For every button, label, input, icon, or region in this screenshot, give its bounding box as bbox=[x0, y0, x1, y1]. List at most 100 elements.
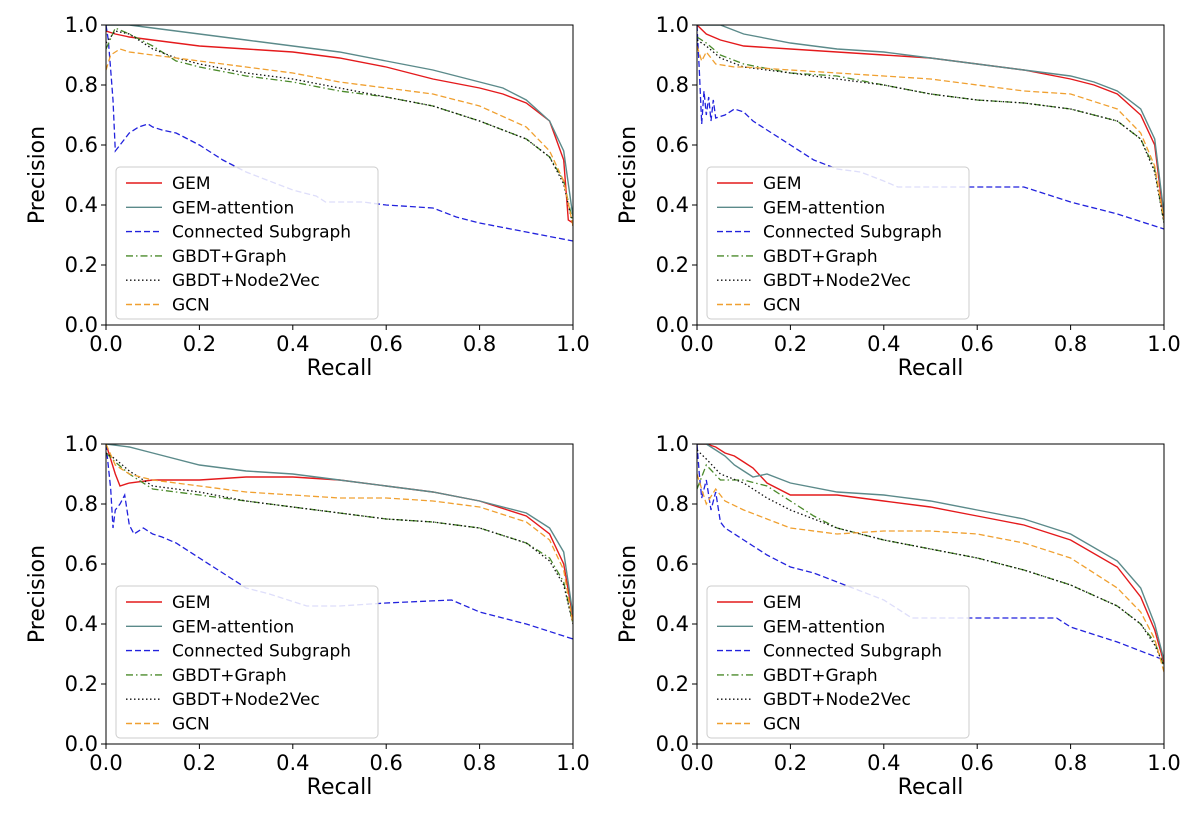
series-line-gcn bbox=[697, 45, 1164, 221]
series-line-gem-attention bbox=[697, 444, 1164, 661]
plot-frame bbox=[105, 24, 574, 326]
series-line-gbdt-graph bbox=[697, 463, 1164, 667]
y-tick-label: 0.4 bbox=[656, 193, 689, 217]
legend-label: Connected Subgraph bbox=[172, 642, 351, 662]
legend-label: GEM-attention bbox=[172, 198, 294, 218]
chart-panel-3: 0.0 0.2 0.4 0.6 0.8 1.0 0.0 0.2 0.4 0.6 0.8 1.0 Reca… bbox=[25, 432, 590, 800]
y-tick-label: 0.2 bbox=[656, 672, 689, 696]
legend-label: GCN bbox=[763, 715, 801, 735]
y-tick-label: 0.6 bbox=[65, 133, 98, 157]
y-tick-label: 0.8 bbox=[65, 73, 98, 97]
y-axis-title: Precision bbox=[25, 126, 50, 224]
legend-label: GEM-attention bbox=[172, 617, 294, 637]
legend-label: Connected Subgraph bbox=[172, 223, 351, 243]
y-tick-label: 1.0 bbox=[65, 13, 98, 37]
series-line-gem-attention bbox=[106, 25, 573, 218]
x-tick-label: 1.0 bbox=[1147, 332, 1180, 356]
plot-frame bbox=[105, 443, 574, 745]
y-tick-label: 0.4 bbox=[65, 193, 98, 217]
y-axis-title: Precision bbox=[616, 126, 641, 224]
chart-panel-1: 0.0 0.2 0.4 0.6 0.8 1.0 0.0 0.2 0.4 0.6 0.8 1.0 Reca… bbox=[25, 13, 590, 381]
legend-label: GCN bbox=[172, 296, 210, 316]
y-axis-title: Precision bbox=[616, 545, 641, 643]
y-axis-title: Precision bbox=[25, 545, 50, 643]
legend-label: GCN bbox=[172, 715, 210, 735]
legend-label: GEM bbox=[763, 593, 802, 613]
y-tick-label: 0.6 bbox=[656, 552, 689, 576]
x-tick-label: 0.6 bbox=[960, 332, 993, 356]
x-tick-label: 0.2 bbox=[183, 332, 216, 356]
legend-label: GEM bbox=[172, 593, 211, 613]
x-tick-label: 0.0 bbox=[680, 332, 713, 356]
legend-label: GBDT+Node2Vec bbox=[172, 271, 320, 291]
legend-label: GBDT+Graph bbox=[172, 247, 287, 267]
x-tick-label: 1.0 bbox=[1147, 751, 1180, 775]
x-axis-title: Recall bbox=[307, 775, 373, 800]
legend-label: GBDT+Graph bbox=[172, 666, 287, 686]
series-line-connected-subgraph bbox=[106, 25, 573, 242]
x-tick-label: 0.4 bbox=[276, 332, 309, 356]
y-tick-label: 1.0 bbox=[65, 432, 98, 456]
series-line-gbdt-node2vec bbox=[697, 449, 1164, 667]
y-tick-label: 0.6 bbox=[656, 133, 689, 157]
series-line-gbdt-node2vec bbox=[106, 30, 573, 227]
legend-box bbox=[115, 166, 379, 320]
series-line-gem bbox=[697, 444, 1164, 664]
x-tick-label: 0.4 bbox=[867, 751, 900, 775]
series-line-connected-subgraph bbox=[697, 444, 1164, 661]
x-tick-label: 0.6 bbox=[369, 332, 402, 356]
series-line-gem-attention bbox=[106, 444, 573, 616]
x-axis-title: Recall bbox=[307, 356, 373, 381]
legend-label: GEM bbox=[172, 174, 211, 194]
x-tick-label: 0.0 bbox=[89, 751, 122, 775]
y-tick-label: 0.8 bbox=[656, 73, 689, 97]
y-tick-label: 0.2 bbox=[656, 253, 689, 277]
legend-box bbox=[706, 166, 970, 320]
series-line-gcn bbox=[106, 444, 573, 625]
series-line-gcn bbox=[106, 48, 573, 227]
x-axis-title: Recall bbox=[898, 775, 964, 800]
y-tick-label: 0.4 bbox=[656, 612, 689, 636]
x-tick-label: 0.8 bbox=[1054, 332, 1087, 356]
legend: GEM GEM-attention Connected Subgraph GBDT+G… bbox=[115, 166, 379, 320]
plot-frame bbox=[696, 443, 1165, 745]
legend-label: GBDT+Graph bbox=[763, 666, 878, 686]
y-tick-label: 0.0 bbox=[65, 732, 98, 756]
legend-label: Connected Subgraph bbox=[763, 223, 942, 243]
plot-frame bbox=[696, 24, 1165, 326]
y-tick-label: 0.8 bbox=[65, 492, 98, 516]
chart-panel-4: 0.0 0.2 0.4 0.6 0.8 1.0 0.0 0.2 0.4 0.6 0.8 1.0 Reca… bbox=[616, 432, 1181, 800]
x-tick-label: 0.8 bbox=[1054, 751, 1087, 775]
y-tick-label: 0.2 bbox=[65, 253, 98, 277]
x-tick-label: 0.2 bbox=[774, 332, 807, 356]
legend-label: Connected Subgraph bbox=[763, 642, 942, 662]
x-tick-label: 0.2 bbox=[774, 751, 807, 775]
legend: GEM GEM-attention Connected Subgraph GBDT+G… bbox=[706, 585, 970, 739]
y-tick-label: 1.0 bbox=[656, 13, 689, 37]
legend-label: GBDT+Node2Vec bbox=[763, 690, 911, 710]
x-tick-label: 0.0 bbox=[89, 332, 122, 356]
y-tick-label: 0.2 bbox=[65, 672, 98, 696]
x-axis-title: Recall bbox=[898, 356, 964, 381]
series-line-gem-attention bbox=[697, 25, 1164, 215]
legend: GEM GEM-attention Connected Subgraph GBDT+G… bbox=[706, 166, 970, 320]
y-tick-label: 0.6 bbox=[65, 552, 98, 576]
x-tick-label: 1.0 bbox=[556, 751, 589, 775]
y-tick-label: 0.0 bbox=[656, 313, 689, 337]
series-line-connected-subgraph bbox=[106, 444, 573, 640]
series-line-gbdt-node2vec bbox=[697, 39, 1164, 224]
x-tick-label: 0.6 bbox=[960, 751, 993, 775]
series-line-gbdt-graph bbox=[106, 452, 573, 625]
y-tick-label: 0.4 bbox=[65, 612, 98, 636]
y-tick-label: 0.8 bbox=[656, 492, 689, 516]
legend-box bbox=[706, 585, 970, 739]
x-tick-label: 0.8 bbox=[463, 332, 496, 356]
chart-panel-2: 0.0 0.2 0.4 0.6 0.8 1.0 0.0 0.2 0.4 0.6 0.8 1.0 Reca… bbox=[616, 13, 1181, 381]
legend-label: GBDT+Node2Vec bbox=[763, 271, 911, 291]
series-line-gem bbox=[106, 30, 573, 224]
legend: GEM GEM-attention Connected Subgraph GBDT+G… bbox=[115, 585, 379, 739]
x-tick-label: 1.0 bbox=[556, 332, 589, 356]
x-tick-label: 0.6 bbox=[369, 751, 402, 775]
legend-label: GEM-attention bbox=[763, 617, 885, 637]
